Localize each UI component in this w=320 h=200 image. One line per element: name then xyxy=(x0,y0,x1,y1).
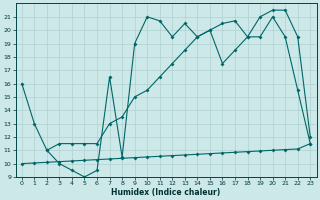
X-axis label: Humidex (Indice chaleur): Humidex (Indice chaleur) xyxy=(111,188,221,197)
